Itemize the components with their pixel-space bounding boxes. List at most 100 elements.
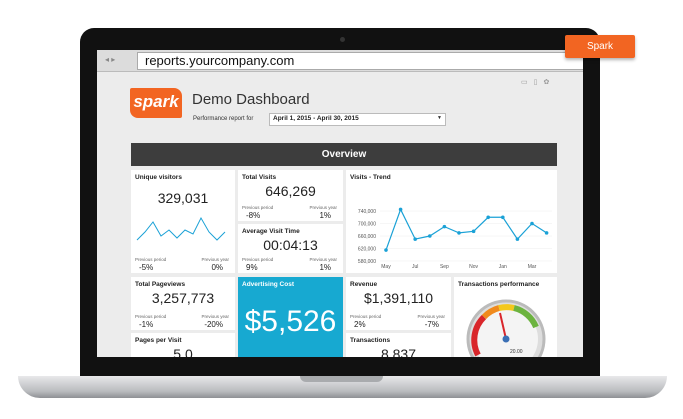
trend-point <box>428 234 432 238</box>
gauge-widget: Transactions performance 20.00 <box>454 277 557 357</box>
date-range: April 1, 2015 - April 30, 2015 <box>273 115 359 122</box>
year-label: Previous year <box>309 257 337 262</box>
widget-value: 5.0 <box>173 346 193 357</box>
sparkline-path <box>136 216 226 241</box>
period-change: 9% <box>246 263 258 272</box>
y-tick-label: 580,000 <box>358 259 376 265</box>
widget-title: Advertising Cost <box>242 281 295 288</box>
base-notch <box>300 376 383 382</box>
widget: Unique visitors 329,031 Previous period Pre… <box>131 170 235 273</box>
x-tick-label: Jan <box>499 264 507 270</box>
gauge: 20.00 <box>466 299 546 357</box>
year-change: 1% <box>319 263 331 272</box>
trend-point <box>530 221 534 226</box>
period-change: 2% <box>354 320 366 329</box>
screen: ◂ ▸ reports.yourcompany.com ▭▯✿ spark De… <box>97 50 583 357</box>
widget: Average Visit Time 00:04:13 Previous perio… <box>238 224 343 273</box>
period-change: -5% <box>139 263 154 272</box>
widget-title: Total Pageviews <box>135 281 186 288</box>
gauge-green <box>513 305 539 329</box>
gauge-red <box>471 314 487 357</box>
widget-title: Total Visits <box>242 174 277 181</box>
x-tick-label: Jul <box>412 264 418 270</box>
year-change: 1% <box>319 211 331 220</box>
year-change: -7% <box>424 320 439 329</box>
url: reports.yourcompany.com <box>145 53 295 68</box>
trend-point <box>501 215 505 220</box>
widget: Total Pageviews 3,257,773 Previous period P… <box>131 277 235 330</box>
widget-value: 00:04:13 <box>263 237 318 253</box>
x-tick-label: Nov <box>469 264 478 270</box>
trend-point <box>544 231 549 235</box>
gauge-yellow <box>498 304 515 311</box>
widget: Total Visits 646,269 Previous period Previo… <box>238 170 343 221</box>
camera <box>340 37 345 42</box>
widget-title: Pages per Visit <box>135 337 182 344</box>
year-change: -20% <box>204 320 223 329</box>
gauge-orange <box>481 305 500 320</box>
year-change: 0% <box>211 263 223 272</box>
section-header: Overview <box>131 143 557 166</box>
widget: Advertising Cost $5,526 <box>238 277 343 357</box>
toolbar-icons[interactable]: ▭▯✿ <box>521 79 556 86</box>
x-tick-label: Sep <box>440 264 449 270</box>
y-tick-label: 740,000 <box>358 209 376 215</box>
widget-title: Average Visit Time <box>242 228 300 235</box>
trend-point <box>384 248 388 252</box>
year-label: Previous year <box>417 314 445 319</box>
trend-point <box>486 215 490 220</box>
y-tick-label: 620,000 <box>358 246 376 252</box>
dashboard-title: Demo Dashboard <box>192 91 310 108</box>
widget-title: Transactions <box>350 337 391 344</box>
gauge-face <box>474 307 538 357</box>
logo: spark <box>130 88 182 118</box>
trend-point <box>442 224 447 229</box>
back-button[interactable]: ◂ ▸ <box>105 55 116 64</box>
date-select[interactable] <box>269 113 446 126</box>
report-label: Performance report for <box>193 116 254 122</box>
widget: Pages per Visit 5.0 <box>131 333 235 357</box>
trend-line <box>385 207 547 251</box>
year-label: Previous year <box>201 257 229 262</box>
period-change: -1% <box>139 320 154 329</box>
year-label: Previous year <box>309 205 337 210</box>
period-change: -8% <box>246 211 261 220</box>
sparkline <box>136 216 226 241</box>
widget-value: 8,837 <box>380 346 417 357</box>
widget-value: $5,526 <box>244 305 337 338</box>
widget-value: 3,257,773 <box>151 290 215 306</box>
widget: Transactions 8,837 <box>346 333 451 357</box>
trend-point <box>457 231 461 235</box>
widget-title: Unique visitors <box>135 174 182 181</box>
trend-point <box>413 237 417 241</box>
period-label: Previous period <box>350 314 382 319</box>
gauge-needle <box>499 312 507 340</box>
year-label: Previous year <box>201 314 229 319</box>
x-tick-label: Mar <box>528 264 537 270</box>
widget-value: 329,031 <box>157 190 209 206</box>
gauge-reading: 20.00 <box>510 349 523 355</box>
period-label: Previous period <box>242 257 274 262</box>
gauge-hub <box>502 335 510 343</box>
trend-chart: 580,000 620,000 660,000 700,000 740,000 May Ju… <box>358 207 552 270</box>
select-arrow: ▼ <box>437 115 442 121</box>
widget-value: $1,391,110 <box>363 290 434 306</box>
period-label: Previous period <box>135 314 167 319</box>
trend-point <box>515 237 520 241</box>
trend-point <box>398 207 403 212</box>
trend-title: Visits - Trend <box>350 174 391 181</box>
widget: Revenue $1,391,110 Previous period Previous… <box>346 277 451 330</box>
period-label: Previous period <box>135 257 167 262</box>
url-box[interactable] <box>137 52 583 70</box>
y-tick-label: 660,000 <box>358 234 376 240</box>
spark-badge[interactable]: Spark <box>565 35 635 58</box>
widget-value: 646,269 <box>265 183 316 199</box>
gauge-title: Transactions performance <box>458 281 540 288</box>
x-tick-label: May <box>381 264 391 270</box>
period-label: Previous period <box>242 205 274 210</box>
trend-point <box>471 229 476 234</box>
laptop-base <box>18 376 667 398</box>
trend-widget: Visits - Trend 580,000 620,000 660,000 700,… <box>346 170 557 273</box>
widget-title: Revenue <box>350 281 378 288</box>
